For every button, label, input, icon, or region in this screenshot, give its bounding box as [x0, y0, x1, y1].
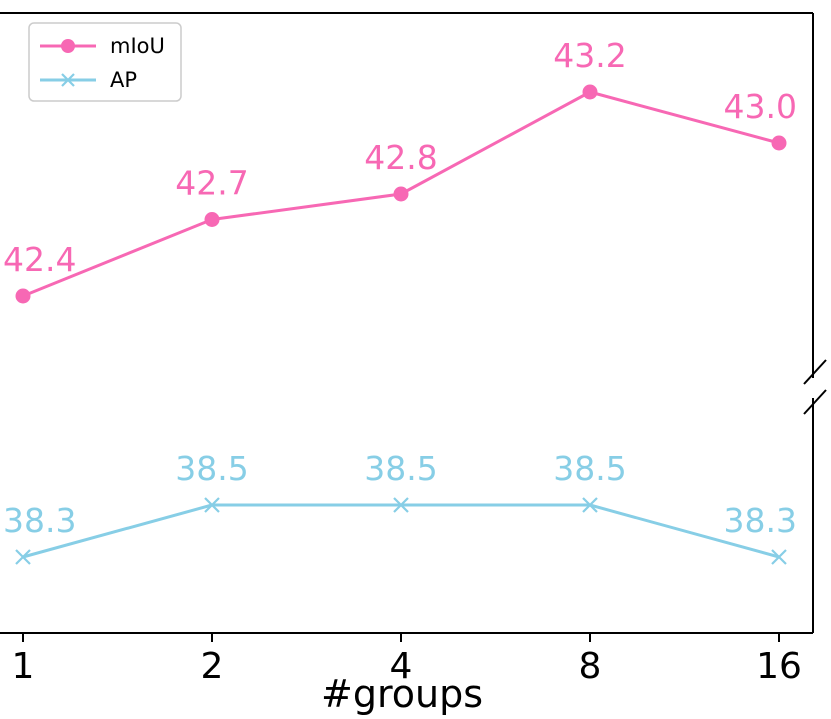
axis-break-mark-upper	[803, 359, 827, 385]
legend-ap-label: AP	[110, 68, 137, 92]
series-ap: 38.3 38.5 38.5 38.5 38.3	[3, 449, 797, 565]
data-point	[15, 288, 31, 304]
x-tick-label: 4	[390, 646, 413, 687]
data-label: 38.3	[3, 501, 76, 540]
data-label: 42.7	[175, 164, 248, 203]
data-point	[393, 497, 409, 513]
x-tick-label: 8	[579, 646, 602, 687]
data-label: 38.5	[364, 449, 437, 488]
series-layer: 42.4 42.7 42.8 43.2 43.0 38.3 38.5 38.5 38.5 38.3	[3, 36, 797, 565]
legend-miou-marker	[61, 39, 75, 53]
data-point	[771, 135, 787, 151]
legend-ap-marker	[61, 73, 75, 87]
data-label: 42.8	[364, 138, 437, 177]
data-point	[582, 84, 598, 100]
legend-entry-miou: mIoU	[40, 34, 165, 58]
data-point	[204, 212, 220, 227]
data-point	[204, 497, 220, 513]
axis-break-gap	[805, 378, 821, 398]
x-tick-label: 2	[201, 646, 224, 687]
data-label: 43.2	[553, 36, 626, 75]
legend: mIoU AP	[28, 22, 182, 102]
axis-break-mark-lower	[803, 389, 827, 415]
legend-entry-ap: AP	[40, 68, 137, 92]
data-point	[771, 549, 787, 565]
series-miou: 42.4 42.7 42.8 43.2 43.0	[3, 36, 797, 304]
data-point	[15, 549, 31, 565]
x-tick-label: 1	[12, 646, 35, 687]
data-label: 38.5	[175, 449, 248, 488]
data-point	[393, 186, 409, 202]
data-label: 38.3	[724, 501, 797, 540]
legend-miou-label: mIoU	[110, 34, 165, 58]
data-point	[582, 497, 598, 513]
x-axis-title: #groups	[321, 672, 483, 716]
data-label: 43.0	[724, 87, 797, 126]
x-axis-ticks: 1 2 4 8 16	[12, 633, 802, 687]
data-label: 42.4	[3, 240, 76, 279]
x-tick-label: 16	[756, 646, 802, 687]
data-label: 38.5	[553, 449, 626, 488]
series-line	[22, 503, 780, 559]
